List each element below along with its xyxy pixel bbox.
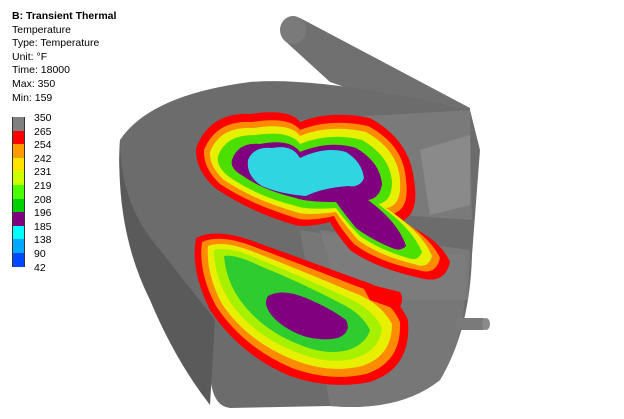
legend-swatch <box>12 171 25 185</box>
result-min: Min: 159 <box>12 91 53 104</box>
legend-swatch <box>12 212 25 226</box>
legend-swatch <box>12 239 25 253</box>
legend-swatch <box>12 144 25 158</box>
legend-label: 219 <box>34 180 52 192</box>
legend-label: 265 <box>34 125 52 138</box>
color-legend: 350 265 254 242 231 219 208 196 185 138 90 42 <box>12 112 92 285</box>
upper-temperature-contour[interactable] <box>195 112 450 280</box>
legend-swatch <box>12 198 25 213</box>
legend-label: 185 <box>34 220 52 233</box>
lower-temperature-contour[interactable] <box>194 233 409 385</box>
analysis-title: B: Transient Thermal <box>12 10 117 22</box>
legend-swatch <box>12 117 25 131</box>
legend-label: 242 <box>34 152 52 165</box>
legend-label: 254 <box>34 139 52 152</box>
right-pin[interactable] <box>456 318 490 330</box>
legend-label: 42 <box>34 261 46 274</box>
result-max: Max: 350 <box>12 77 56 90</box>
legend-label: 231 <box>34 166 52 179</box>
result-name: Temperature <box>12 23 71 36</box>
legend-label: 138 <box>34 234 52 247</box>
result-type: Type: Temperature <box>12 37 100 50</box>
legend-swatch <box>12 253 25 267</box>
legend-swatch <box>12 157 25 172</box>
legend-label: 350 <box>34 112 52 124</box>
legend-label: 196 <box>34 207 52 220</box>
result-info-panel: B: Transient Thermal Temperature Type: T… <box>12 10 116 105</box>
legend-swatch <box>12 185 25 199</box>
legend-label: 208 <box>34 193 52 206</box>
result-unit: Unit: °F <box>12 50 48 63</box>
legend-swatch <box>12 130 25 145</box>
result-time: Time: 18000 <box>12 64 70 77</box>
legend-swatch <box>12 225 25 240</box>
legend-label: 90 <box>34 248 46 260</box>
